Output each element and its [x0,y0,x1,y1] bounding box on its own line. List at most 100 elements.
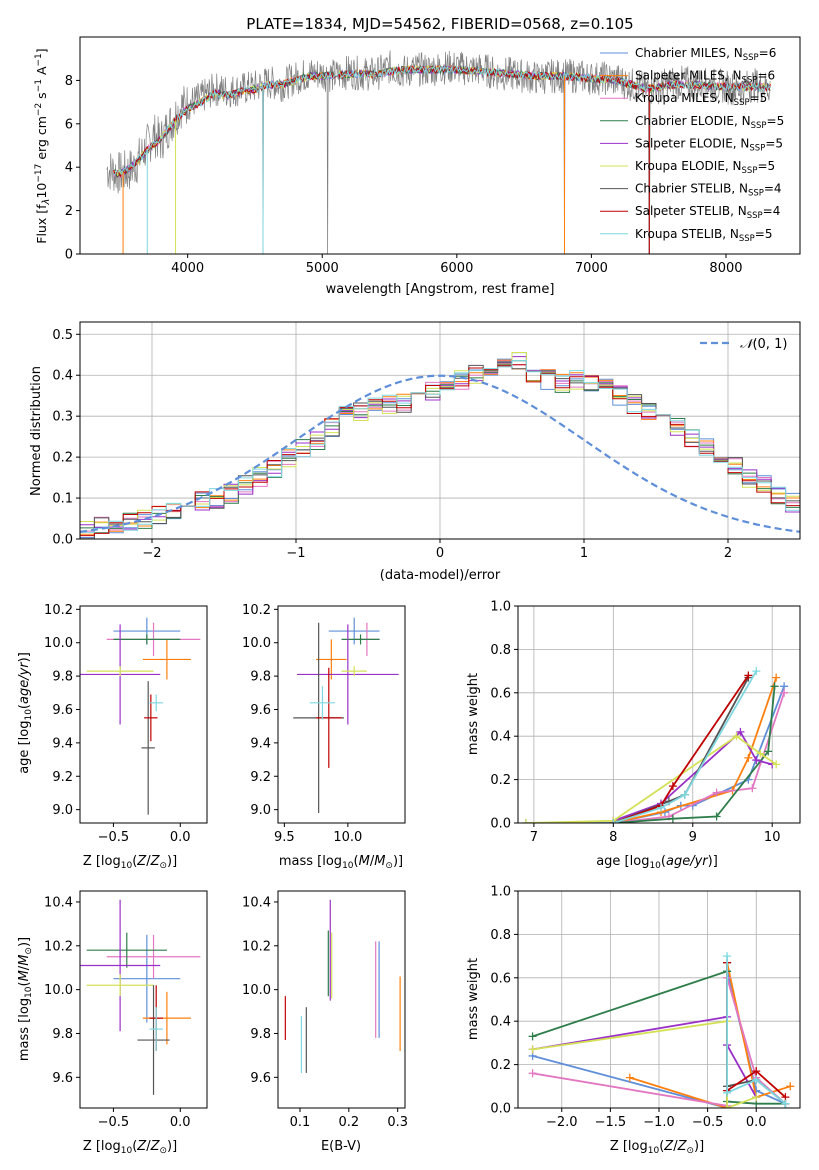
y-tick-label: 0.5 [52,328,73,343]
legend-label-3: Chabrier ELODIE, NSSP=5 [635,114,784,131]
y-tick-label: 9.8 [52,670,73,685]
errorbar-group [80,899,201,1095]
mwz-ylabel: mass weight [466,958,481,1040]
legend-label-7: Salpeter STELIB, NSSP=4 [635,204,780,221]
y-tick-label: 8 [65,74,73,89]
agemass-xlabel: mass [log10(M/M⊙)] [279,854,403,871]
mass-vs-Z-panel: −0.5 0.0 9.6 9.8 10.0 10.2 10.4 [44,890,208,1130]
series-marker-2 [780,688,789,697]
mwz-xlabel: Z [log10(Z/Z⊙)] [610,1139,704,1156]
histogram-step-8 [80,360,800,533]
y-tick-label: 0.1 [52,492,73,507]
series-marker-2 [712,788,721,797]
spectrum-panel: 4000 5000 6000 7000 8000 0 2 4 6 8 wavelength [An… [34,36,801,297]
y-tick-label: 0 [65,248,73,263]
x-tick-label: 0.3 [387,1115,408,1130]
series-marker-5 [772,760,781,769]
y-tick-label: 9.8 [52,1027,73,1042]
legend-label-2: Kroupa MILES, NSSP=5 [635,91,767,108]
y-tick-label: 10.4 [242,895,271,910]
series-marker-8 [680,790,689,799]
x-tick-label: −0.5 [98,830,130,845]
axes-frame [277,890,406,1109]
series-line-8 [613,670,758,823]
y-tick-label: 10.0 [242,636,271,651]
x-tick-label: −1.0 [643,1115,675,1130]
y-tick-label: 0.4 [490,1015,511,1030]
x-tick-label: 10 [764,830,781,845]
residual-histograms [80,352,800,539]
y-tick-label: 0.8 [490,928,511,943]
x-tick-label: −1 [286,546,305,561]
y-tick-label: 6 [65,117,73,132]
y-tick-label: 9.6 [52,703,73,718]
residual-ylabel: Normed distribution [29,366,44,496]
axes-frame [517,605,801,824]
x-tick-label: 2 [724,546,732,561]
x-tick-label: 0 [436,546,444,561]
series-marker-5 [752,1093,761,1102]
massebv-xlabel: E(B-V) [321,1139,361,1154]
x-tick-label: 0.0 [170,1115,191,1130]
x-tick-label: 8000 [709,261,742,276]
y-tick-label: 9.4 [52,736,73,751]
x-tick-label: −2.0 [546,1115,578,1130]
errorbar-group [293,617,399,813]
y-tick-label: 9.0 [250,803,271,818]
y-tick-label: 10.2 [44,603,73,618]
model-line-8 [113,65,771,176]
y-tick-label: 10.0 [44,983,73,998]
x-tick-label: 8 [609,830,617,845]
x-tick-label: 0.2 [338,1115,359,1130]
massweight-vs-Z-panel: −2.0 −1.5 −1.0 −0.5 0.0 0.0 0.2 0.4 0.6 0.8 1.0 [490,885,801,1130]
errorbar-group [80,617,201,815]
y-tick-label: 2 [65,204,73,219]
histogram-step-5 [80,352,800,526]
x-tick-label: −0.5 [98,1115,130,1130]
agez-ylabel: age [log10(age/yr)] [17,652,34,774]
series-group [528,952,795,1108]
series-marker-8 [723,1088,732,1097]
x-tick-label: 0.0 [746,1115,767,1130]
y-tick-label: 0.2 [490,1058,511,1073]
errorbar-group [284,899,401,1073]
series-group [521,667,789,823]
series-marker-7 [752,1067,761,1076]
series-marker-3 [668,814,677,823]
series-marker-8 [781,1099,790,1108]
legend-label-1: Salpeter MILES, NSSP=6 [635,69,775,86]
series-marker-2 [748,784,757,793]
mwage-xlabel: age [log10(age/yr)] [596,854,718,871]
y-tick-label: 9.6 [250,1071,271,1086]
residual-axes: −2 −1 0 1 2 0.0 0.1 0.2 0.3 0.4 0.5 [52,328,732,561]
x-tick-label: 0.0 [170,830,191,845]
y-tick-label: 0.2 [490,773,511,788]
legend-label-6: Chabrier STELIB, NSSP=4 [635,182,782,199]
y-tick-label: 0.4 [490,730,511,745]
series-marker-1 [772,673,781,682]
massweight-vs-age-panel: 7 8 9 10 0.0 0.2 0.4 0.6 0.8 1.0 [490,600,801,845]
spectrum-legend: Chabrier MILES, NSSP=6 Salpeter MILES, NS… [600,46,784,244]
series-marker-7 [744,671,753,680]
residual-legend: 𝒩(0, 1) [700,337,787,352]
mwage-ylabel: mass weight [466,673,481,755]
series-marker-4 [736,727,745,736]
series-marker-2 [528,1069,537,1078]
x-tick-label: 1 [580,546,588,561]
legend-label-5: Kroupa ELODIE, NSSP=5 [635,159,775,176]
series-marker-5 [528,1045,537,1054]
y-tick-label: 9.8 [250,670,271,685]
series-line-8 [726,956,786,1105]
y-tick-label: 10.0 [242,983,271,998]
series-marker-5 [521,819,530,823]
y-tick-label: 0.8 [490,643,511,658]
y-tick-label: 10.2 [44,939,73,954]
series-line-7 [612,674,750,823]
x-tick-label: 9.5 [274,830,295,845]
series-marker-8 [609,819,618,823]
agez-xlabel: Z [log10(Z/Z⊙)] [83,854,177,871]
massz-ylabel: mass [log10(M/M⊙)] [17,937,34,1061]
y-tick-label: 10.4 [44,895,73,910]
x-tick-label: −0.5 [692,1115,724,1130]
